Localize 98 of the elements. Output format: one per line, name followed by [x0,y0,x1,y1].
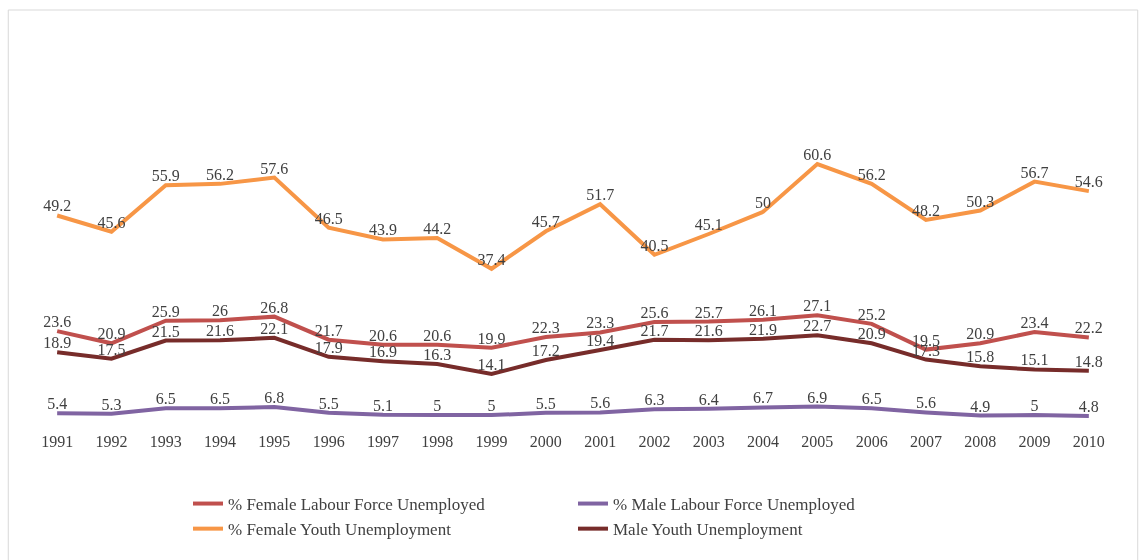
data-label: 17.9 [314,338,343,356]
x-tick-label: 2010 [1072,433,1105,450]
data-label: 6.5 [155,390,176,408]
data-label: 6.5 [861,390,882,408]
data-label: 48.2 [911,202,940,219]
x-tick-label: 2005 [801,433,834,450]
data-label: 5.6 [915,394,936,412]
x-tick-label: 2002 [638,433,671,450]
data-label: 26.8 [260,298,289,316]
data-label: 6.9 [807,388,828,406]
data-label: 21.7 [640,321,669,339]
data-label: 14.1 [477,356,506,373]
x-tick-label: 1997 [366,433,399,450]
legend-label: % Male Labour Force Unemployed [613,495,856,515]
x-tick-label: 1995 [258,433,291,450]
x-tick-label: 1993 [149,433,182,450]
data-label: 21.6 [206,322,235,340]
x-tick-label: 2000 [529,433,562,450]
data-label: 25.6 [640,304,669,322]
data-label: 44.2 [423,220,452,238]
legend-label: % Female Labour Force Unemployed [228,495,486,515]
data-label: 4.8 [1078,398,1099,415]
data-label: 56.2 [206,165,235,183]
data-label: 6.8 [264,388,285,406]
x-tick-label: 1998 [421,433,454,450]
data-label: 54.6 [1074,173,1103,191]
x-tick-label: 1991 [41,433,74,450]
data-label: 23.4 [1020,314,1049,331]
data-label: 23.3 [586,314,615,332]
x-tick-label: 1992 [95,433,128,450]
data-label: 51.7 [586,186,615,204]
x-tick-label: 1994 [204,433,237,450]
legend-label: % Female Youth Unemployment [228,520,452,540]
data-label: 4.9 [970,397,991,415]
legend-label: Male Youth Unemployment [613,520,803,540]
data-label: 5.1 [372,396,393,414]
data-label: 21.6 [694,322,723,340]
data-label: 49.2 [43,197,72,215]
data-label: 5.5 [535,394,556,412]
data-label: 19.9 [477,329,506,347]
data-label: 57.6 [260,159,289,177]
data-label: 21.7 [314,321,343,339]
data-label: 16.3 [423,346,452,364]
x-tick-label: 2006 [855,433,888,450]
data-label: 22.1 [260,319,289,337]
data-label: 25.2 [857,305,886,323]
data-label: 43.9 [368,221,397,239]
data-label: 20.6 [368,326,397,344]
data-label: 5.3 [101,395,122,413]
data-label: 14.8 [1074,352,1103,370]
data-label: 16.9 [368,343,397,361]
data-label: 45.7 [531,213,560,231]
data-label: 15.8 [966,348,995,366]
data-label: 25.7 [694,303,723,321]
x-tick-label: 2009 [1018,433,1051,450]
x-tick-label: 1999 [475,433,508,450]
data-label: 20.9 [966,325,995,343]
data-label: 22.3 [531,318,560,336]
data-label: 50.3 [966,192,995,210]
data-label: 17.5 [97,340,126,358]
data-label: 19.4 [586,332,615,350]
data-label: 6.7 [753,389,774,407]
data-label: 26.1 [749,301,778,319]
data-label: 5 [487,397,496,415]
data-label: 55.9 [151,167,180,185]
data-label: 6.4 [698,390,719,408]
data-label: 5.4 [47,395,68,413]
data-label: 18.9 [43,334,72,352]
data-label: 56.7 [1020,163,1049,181]
data-label: 15.1 [1020,351,1049,369]
x-tick-label: 1996 [312,433,345,450]
data-label: 6.5 [210,390,231,408]
data-label: 6.3 [644,391,665,409]
data-label: 23.6 [43,313,72,331]
x-tick-label: 2001 [584,433,617,450]
data-label: 20.6 [423,326,452,344]
x-tick-label: 2008 [964,433,997,450]
data-label: 17.2 [531,342,560,359]
data-label: 56.2 [857,165,886,183]
data-label: 27.1 [803,297,832,315]
data-label: 5.5 [318,394,339,412]
data-label: 5 [433,397,442,415]
x-tick-label: 2004 [747,433,780,450]
data-label: 20.9 [97,325,126,343]
data-label: 50 [755,193,772,211]
data-label: 25.9 [151,302,180,320]
data-label: 21.9 [749,320,778,338]
data-label: 45.1 [694,216,723,233]
x-tick-label: 2007 [909,433,942,450]
data-label: 5.6 [590,394,611,412]
data-label: 20.9 [857,325,886,343]
x-tick-label: 2003 [692,433,725,450]
data-label: 21.5 [151,322,180,340]
data-label: 60.6 [803,146,832,163]
data-label: 22.2 [1074,319,1103,337]
data-label: 26 [212,302,229,320]
data-label: 5 [1030,397,1039,415]
data-label: 22.7 [803,317,832,335]
